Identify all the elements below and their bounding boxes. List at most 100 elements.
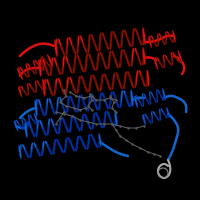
Polygon shape [104, 111, 111, 123]
Polygon shape [88, 34, 95, 48]
Polygon shape [149, 91, 154, 101]
Polygon shape [113, 72, 119, 87]
Polygon shape [91, 56, 98, 71]
Polygon shape [18, 67, 25, 77]
Polygon shape [159, 59, 165, 68]
Polygon shape [78, 95, 84, 109]
Polygon shape [31, 116, 37, 124]
Polygon shape [149, 35, 155, 45]
Polygon shape [76, 136, 82, 150]
Polygon shape [94, 37, 101, 52]
Polygon shape [42, 123, 49, 136]
Polygon shape [36, 99, 42, 112]
Polygon shape [105, 36, 112, 50]
Polygon shape [61, 82, 67, 95]
Polygon shape [72, 99, 79, 113]
Polygon shape [142, 93, 147, 103]
Polygon shape [147, 115, 153, 124]
Polygon shape [77, 35, 84, 49]
Polygon shape [109, 50, 115, 66]
Polygon shape [132, 48, 138, 64]
Ellipse shape [17, 68, 23, 80]
Polygon shape [99, 32, 106, 46]
Polygon shape [88, 134, 93, 149]
Ellipse shape [34, 113, 38, 123]
Ellipse shape [99, 133, 101, 147]
Polygon shape [171, 52, 177, 62]
Polygon shape [39, 58, 46, 72]
Ellipse shape [14, 121, 18, 131]
Polygon shape [59, 117, 66, 129]
Ellipse shape [147, 70, 149, 86]
Polygon shape [27, 83, 33, 92]
Polygon shape [47, 143, 54, 155]
Polygon shape [25, 119, 31, 127]
Polygon shape [54, 121, 60, 134]
Polygon shape [71, 115, 77, 128]
Polygon shape [163, 54, 169, 65]
Polygon shape [102, 54, 110, 70]
Polygon shape [139, 97, 144, 107]
Polygon shape [63, 56, 69, 70]
Polygon shape [121, 90, 126, 106]
Polygon shape [65, 120, 72, 133]
Ellipse shape [47, 54, 53, 66]
Polygon shape [90, 75, 96, 89]
Polygon shape [110, 114, 117, 127]
Polygon shape [155, 113, 161, 121]
Polygon shape [153, 37, 159, 47]
Polygon shape [45, 63, 52, 76]
Polygon shape [143, 114, 149, 123]
Polygon shape [55, 38, 62, 52]
Polygon shape [44, 79, 50, 92]
Polygon shape [70, 138, 77, 151]
Polygon shape [137, 50, 144, 66]
Polygon shape [114, 53, 121, 68]
Polygon shape [110, 91, 116, 107]
Ellipse shape [18, 87, 22, 97]
Polygon shape [37, 120, 43, 132]
Polygon shape [39, 82, 45, 90]
Polygon shape [146, 95, 151, 105]
Polygon shape [155, 57, 161, 67]
Polygon shape [116, 34, 123, 49]
Polygon shape [92, 134, 100, 148]
Polygon shape [93, 112, 100, 125]
Polygon shape [167, 56, 173, 66]
Polygon shape [74, 54, 80, 69]
Polygon shape [31, 85, 37, 93]
Polygon shape [129, 73, 136, 88]
Polygon shape [61, 42, 68, 56]
Polygon shape [82, 114, 89, 126]
Polygon shape [15, 120, 20, 129]
Polygon shape [72, 80, 79, 94]
Polygon shape [95, 77, 102, 91]
Polygon shape [141, 72, 148, 87]
Polygon shape [33, 60, 40, 70]
Polygon shape [31, 142, 37, 154]
Polygon shape [83, 97, 90, 111]
Polygon shape [31, 124, 38, 137]
Polygon shape [175, 54, 181, 63]
Ellipse shape [142, 115, 146, 125]
Polygon shape [125, 51, 133, 67]
Ellipse shape [19, 145, 21, 159]
Polygon shape [42, 141, 48, 153]
Polygon shape [48, 118, 55, 131]
Polygon shape [132, 28, 139, 42]
Polygon shape [135, 95, 140, 105]
Polygon shape [157, 33, 163, 43]
Ellipse shape [134, 96, 138, 108]
Polygon shape [160, 91, 165, 101]
Polygon shape [28, 114, 33, 124]
Polygon shape [79, 58, 87, 72]
Polygon shape [45, 57, 52, 67]
Polygon shape [163, 110, 169, 118]
Polygon shape [72, 40, 79, 55]
Polygon shape [107, 76, 113, 90]
Polygon shape [110, 31, 117, 45]
Polygon shape [41, 56, 48, 66]
Ellipse shape [148, 36, 152, 48]
Ellipse shape [172, 30, 176, 42]
Ellipse shape [54, 39, 58, 57]
